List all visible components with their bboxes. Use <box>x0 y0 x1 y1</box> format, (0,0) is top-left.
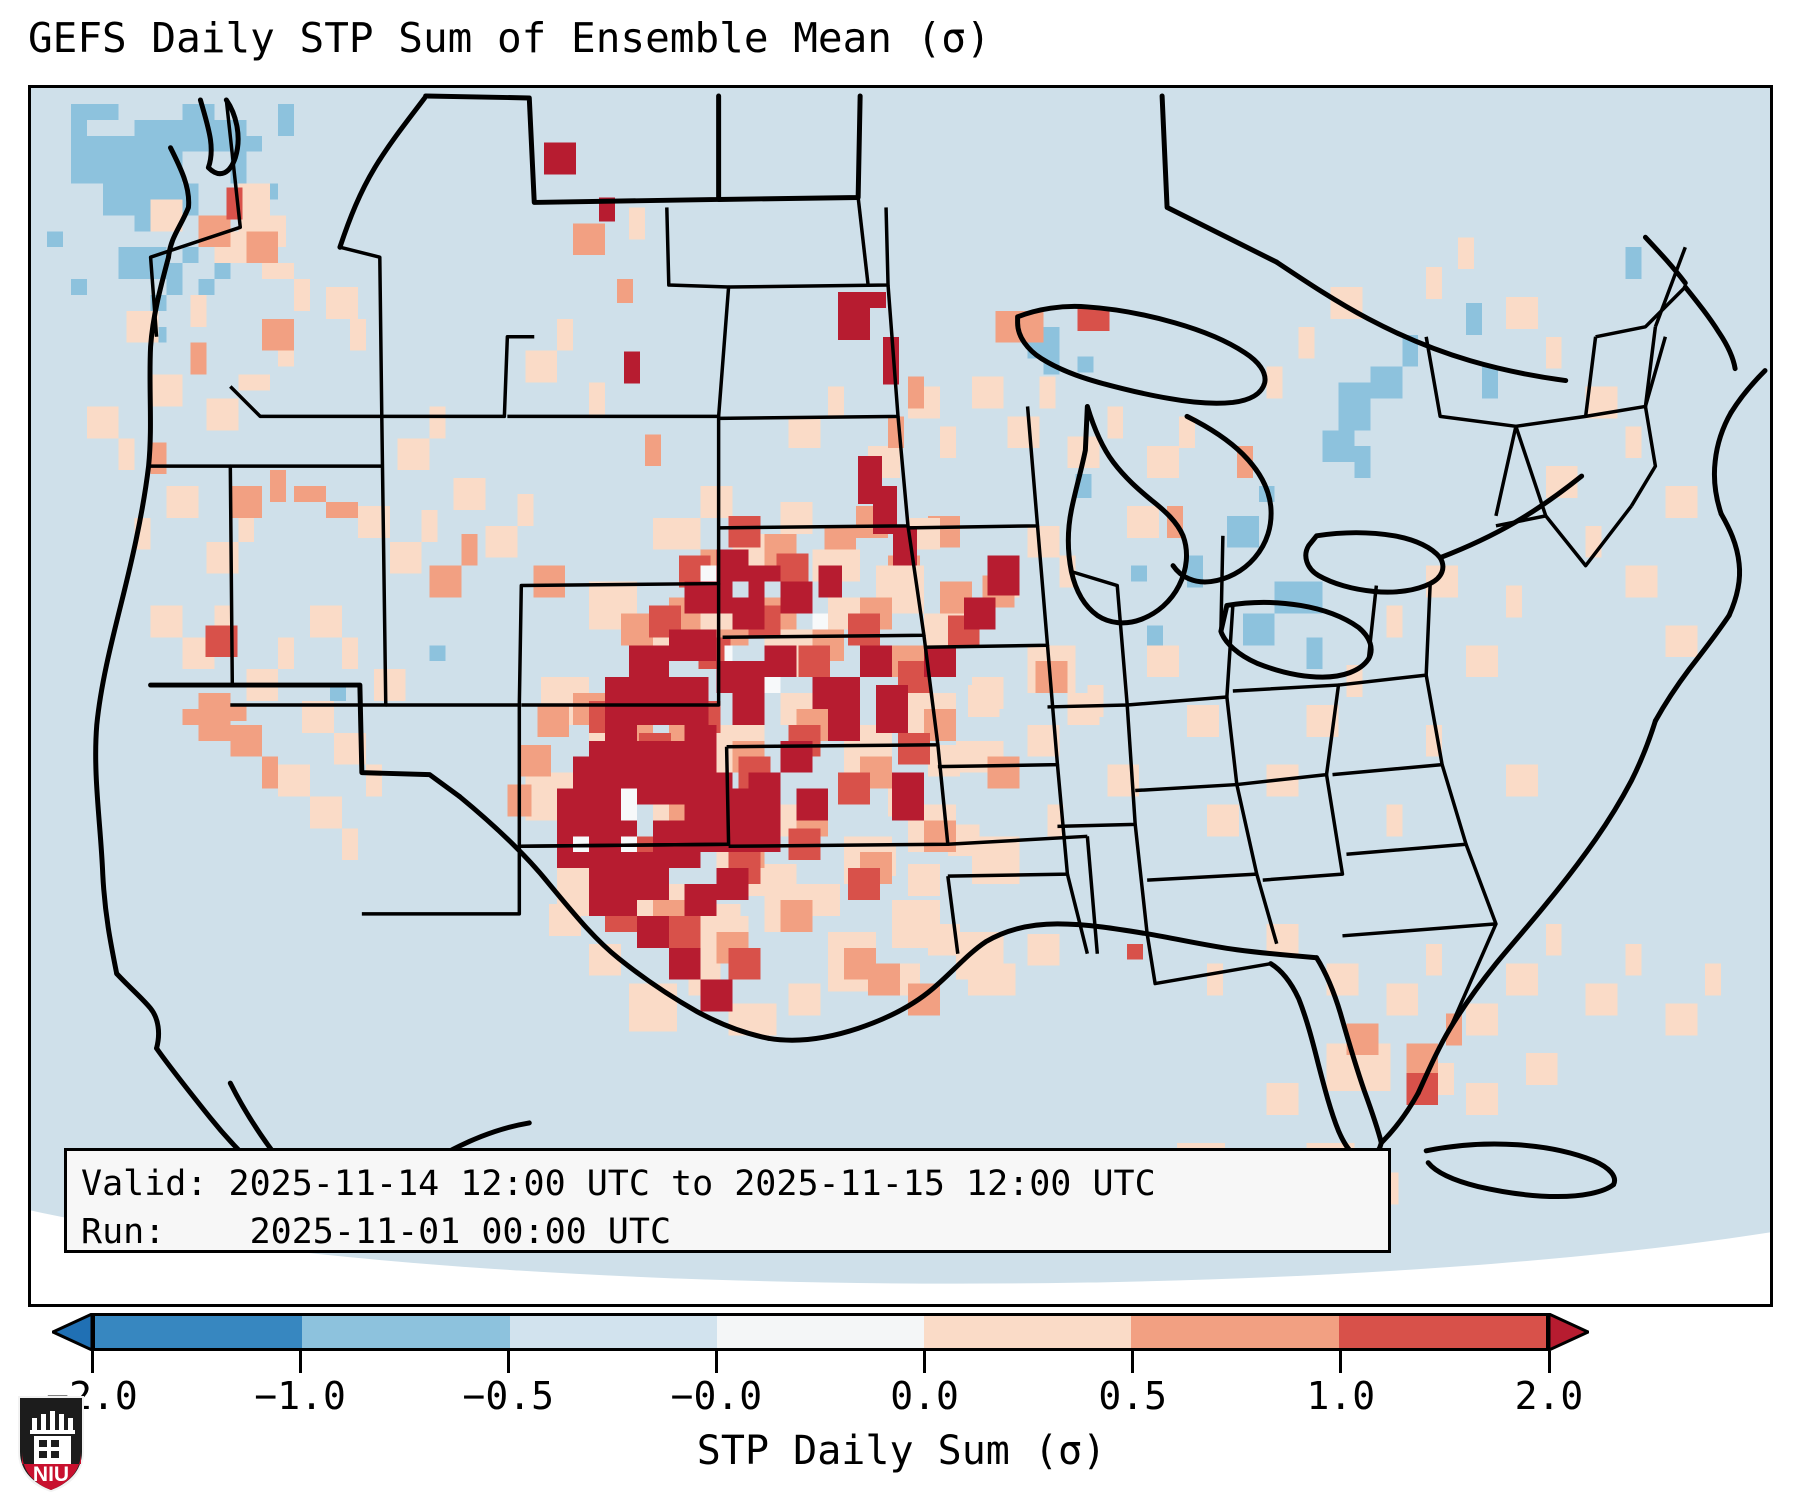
map-plot-area: Valid: 2025-11-14 12:00 UTC to 2025-11-1… <box>28 85 1773 1307</box>
colorbar-tick-1 <box>298 1351 302 1373</box>
page-title: GEFS Daily STP Sum of Ensemble Mean (σ) <box>28 14 991 62</box>
colorbar-ticks <box>0 1351 1803 1375</box>
colorbar-segment-3 <box>716 1316 925 1348</box>
colorbar-segment-1 <box>302 1316 510 1348</box>
colorbar-tick-0 <box>90 1351 94 1373</box>
valid-time-line: Valid: 2025-11-14 12:00 UTC to 2025-11-1… <box>81 1164 1156 1204</box>
colorbar-segment-6 <box>1338 1316 1546 1348</box>
colorbar-label-6: 1.0 <box>1306 1374 1376 1418</box>
niu-logo-text: NIU <box>33 1463 69 1486</box>
colorbar-label-4: 0.0 <box>890 1374 959 1418</box>
colorbar-tick-5 <box>1131 1351 1135 1373</box>
colorbar-axis-label: STP Daily Sum (σ) <box>696 1428 1107 1474</box>
colorbar-gradient <box>92 1313 1549 1351</box>
colorbar-tick-3 <box>714 1351 718 1373</box>
colorbar-label-3: −0.0 <box>670 1374 763 1418</box>
colorbar-segment-4 <box>924 1316 1132 1348</box>
colorbar-segment-0 <box>95 1316 303 1348</box>
colorbar-tick-7 <box>1547 1351 1551 1373</box>
colorbar-under-arrow <box>52 1313 92 1351</box>
run-time-line: Run: 2025-11-01 00:00 UTC <box>81 1212 672 1252</box>
colorbar-label-5: 0.5 <box>1098 1374 1168 1418</box>
niu-logo: NIU <box>18 1396 84 1492</box>
colorbar-label-7: 2.0 <box>1514 1374 1584 1418</box>
colorbar-segment-5 <box>1131 1316 1339 1348</box>
colorbar-tick-4 <box>923 1351 927 1373</box>
colorbar-segment-2 <box>509 1316 717 1348</box>
colorbar-tick-6 <box>1339 1351 1343 1373</box>
colorbar-tick-labels: −2.0 −1.0 −0.5 −0.0 0.0 0.5 1.0 2.0 <box>0 1374 1803 1424</box>
colorbar-tick-2 <box>506 1351 510 1373</box>
colorbar-label-1: −1.0 <box>254 1374 346 1418</box>
data-grid-cells <box>46 103 1722 1247</box>
info-box: Valid: 2025-11-14 12:00 UTC to 2025-11-1… <box>64 1148 1391 1253</box>
colorbar-over-arrow <box>1549 1313 1589 1351</box>
colorbar-label-2: −0.5 <box>462 1374 555 1418</box>
map-borders <box>93 93 1768 1245</box>
colorbar-container[interactable] <box>0 1313 1803 1353</box>
